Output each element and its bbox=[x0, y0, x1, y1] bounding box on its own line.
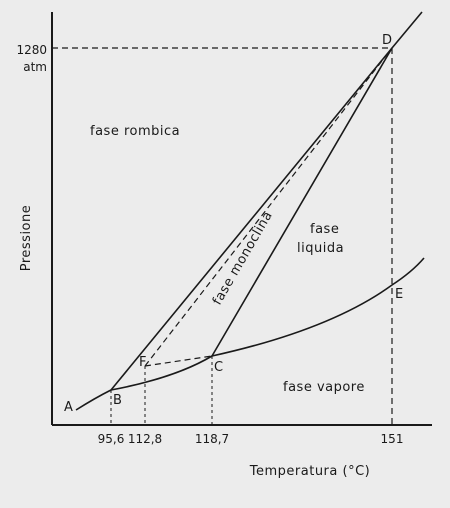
x-tick-95-6: 95,6 bbox=[98, 432, 125, 446]
x-axis-label: Temperatura (°C) bbox=[249, 464, 370, 479]
point-label-f: F bbox=[139, 355, 146, 370]
metastable-f-d-line bbox=[144, 47, 393, 367]
metastable-f-c-line bbox=[144, 355, 213, 367]
vapor-pressure-curve-c-e bbox=[211, 257, 425, 357]
x-tick-151: 151 bbox=[381, 432, 404, 446]
point-label-e: E bbox=[395, 287, 403, 302]
region-vapor: fase vapore bbox=[283, 380, 365, 395]
y-tick-unit: atm bbox=[23, 60, 47, 74]
point-label-a: A bbox=[64, 400, 73, 415]
sublimation-curve-b-c bbox=[110, 355, 213, 391]
sublimation-curve-a-b bbox=[75, 389, 112, 411]
y-axis-label: Pressione bbox=[19, 205, 34, 272]
region-liquid-line2: liquida bbox=[297, 241, 344, 256]
x-tick-112-8: 112,8 bbox=[128, 432, 162, 446]
monoclinic-liquid-boundary-c-d bbox=[211, 47, 393, 357]
x-tick-118-7: 118,7 bbox=[195, 432, 229, 446]
region-rhombic: fase rombica bbox=[90, 124, 180, 139]
point-label-b: B bbox=[113, 393, 122, 408]
rhombic-monoclinic-boundary-b-d bbox=[110, 47, 393, 391]
rhombic-liquid-boundary-d-up bbox=[391, 11, 423, 49]
point-label-c: C bbox=[214, 360, 223, 375]
point-label-d: D bbox=[382, 33, 392, 48]
region-liquid-line1: fase bbox=[310, 222, 339, 237]
y-tick-1280: 1280 bbox=[16, 43, 47, 57]
